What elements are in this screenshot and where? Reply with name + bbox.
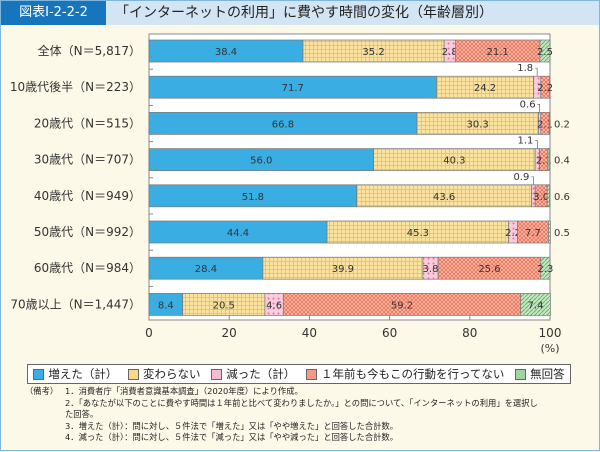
legend-item-no-answer: 無回答 bbox=[515, 366, 565, 382]
data-label: 0.6 bbox=[520, 99, 536, 110]
data-label: 25.6 bbox=[478, 264, 500, 275]
legend: 増えた（計） 変わらない 減った（計） １年前も今もこの行動を行ってない 無回答 bbox=[27, 364, 571, 384]
legend-swatch bbox=[33, 368, 45, 380]
data-label: 59.2 bbox=[391, 300, 413, 311]
data-label: 0.4 bbox=[554, 156, 570, 167]
data-label: 2.1 bbox=[536, 156, 552, 167]
bar-segment bbox=[540, 256, 551, 280]
legend-label: １年前も今もこの行動を行ってない bbox=[320, 367, 505, 381]
bar-segment bbox=[539, 39, 551, 63]
data-label: 7.4 bbox=[528, 300, 544, 311]
bar-segment bbox=[540, 75, 550, 99]
category-label: 40歳代（N＝949） bbox=[34, 189, 141, 203]
note-item: 4．減った（計）：問に対し、５件法で「減った」又は「やや減った」と回答した合計数… bbox=[65, 432, 399, 442]
x-tick-label: 0 bbox=[145, 326, 153, 340]
legend-item-increased: 増えた（計） bbox=[33, 366, 117, 382]
data-label: 56.0 bbox=[250, 156, 272, 167]
data-label: 40.3 bbox=[443, 156, 465, 167]
data-label: 8.4 bbox=[158, 300, 174, 311]
legend-label: 増えた（計） bbox=[48, 367, 118, 381]
data-label: 2.5 bbox=[537, 47, 553, 58]
bar-segment bbox=[548, 220, 551, 244]
data-label: 4.6 bbox=[266, 300, 282, 311]
category-label: 70歳以上（N＝1,447） bbox=[10, 297, 141, 311]
leader-line bbox=[531, 176, 534, 185]
bar-segment bbox=[547, 148, 550, 171]
data-label: 39.9 bbox=[332, 264, 354, 275]
category-label: 20歳代（N＝515） bbox=[34, 116, 141, 130]
category-label: 10歳代後半（N＝223） bbox=[10, 80, 141, 94]
figure-title: 「インターネットの利用」に費やす時間の変化（年齢層別） bbox=[115, 5, 493, 21]
legend-label: 減った（計） bbox=[226, 367, 296, 381]
note-item: 1．消費者庁「消費者意識基本調査」（2020年度）により作成。 bbox=[65, 386, 303, 396]
title-bar: 図表Ⅰ-2-2-2 「インターネットの利用」に費やす時間の変化（年齢層別） bbox=[1, 1, 599, 25]
data-label: 51.8 bbox=[242, 192, 264, 203]
leader-line bbox=[535, 140, 538, 149]
category-label: 30歳代（N＝707） bbox=[34, 153, 141, 167]
note-item: 2．「あなたが以下のことに費やす時間は１年前と比べて変わりましたか。」との問につ… bbox=[65, 397, 538, 420]
leader-line bbox=[537, 104, 540, 113]
notes-label: （備考） bbox=[25, 386, 59, 396]
data-label: 28.4 bbox=[195, 264, 217, 275]
data-label: 2.3 bbox=[537, 264, 553, 275]
data-label: 38.4 bbox=[215, 47, 237, 58]
legend-item-unchanged: 変わらない bbox=[128, 366, 201, 382]
data-label: 71.7 bbox=[282, 83, 304, 94]
data-label: 0.5 bbox=[554, 228, 570, 239]
data-label: 7.7 bbox=[525, 228, 541, 239]
bar-segment bbox=[520, 293, 551, 316]
x-tick-label: 20 bbox=[222, 326, 237, 340]
legend-swatch bbox=[128, 368, 140, 380]
data-label: 0.9 bbox=[513, 172, 529, 183]
data-label: 43.6 bbox=[433, 192, 455, 203]
data-label: 3.0 bbox=[533, 192, 549, 203]
legend-item-not-doing: １年前も今もこの行動を行ってない bbox=[305, 366, 505, 382]
data-label: 2.8 bbox=[442, 47, 458, 58]
legend-swatch bbox=[211, 368, 223, 380]
data-label: 35.2 bbox=[362, 47, 384, 58]
x-tick-label: 60 bbox=[382, 326, 397, 340]
legend-label: 無回答 bbox=[530, 367, 565, 381]
data-label: 0.2 bbox=[554, 119, 570, 130]
data-label: 2.1 bbox=[537, 119, 553, 130]
data-label: 24.2 bbox=[474, 83, 496, 94]
data-label: 2.2 bbox=[505, 228, 521, 239]
legend-label: 変わらない bbox=[143, 367, 201, 381]
bar-segment bbox=[546, 184, 550, 208]
data-label: 0.6 bbox=[554, 192, 570, 203]
x-tick-label: 80 bbox=[462, 326, 477, 340]
data-label: 30.3 bbox=[466, 119, 488, 130]
figure-id: 図表Ⅰ-2-2-2 bbox=[1, 1, 106, 25]
notes: （備考） 1．消費者庁「消費者意識基本調査」（2020年度）により作成。 2．「あ… bbox=[25, 386, 545, 444]
category-label: 全体（N＝5,817） bbox=[38, 43, 141, 58]
data-label: 21.1 bbox=[487, 47, 509, 58]
x-tick-label: 40 bbox=[302, 326, 317, 340]
data-label: 3.8 bbox=[423, 264, 439, 275]
data-label: 45.3 bbox=[407, 228, 429, 239]
bar-segment bbox=[548, 112, 551, 135]
legend-item-decreased: 減った（計） bbox=[211, 366, 295, 382]
data-label: 20.5 bbox=[213, 300, 235, 311]
x-tick-label: 100 bbox=[539, 326, 562, 340]
data-label: 2.2 bbox=[537, 83, 553, 94]
category-label: 60歳代（N＝984） bbox=[34, 261, 141, 275]
data-label: 1.1 bbox=[517, 136, 533, 147]
data-label: 1.8 bbox=[517, 63, 533, 74]
data-label: 44.4 bbox=[227, 228, 249, 239]
legend-swatch bbox=[305, 368, 317, 380]
note-item: 3．増えた（計）：問に対し、５件法で「増えた」又は「やや増えた」と回答した合計数… bbox=[65, 420, 399, 431]
x-unit: (%) bbox=[540, 342, 559, 355]
category-label: 50歳代（N＝992） bbox=[34, 225, 141, 239]
leader-line bbox=[535, 67, 538, 77]
data-label: 66.8 bbox=[272, 119, 294, 130]
legend-swatch bbox=[515, 368, 527, 380]
